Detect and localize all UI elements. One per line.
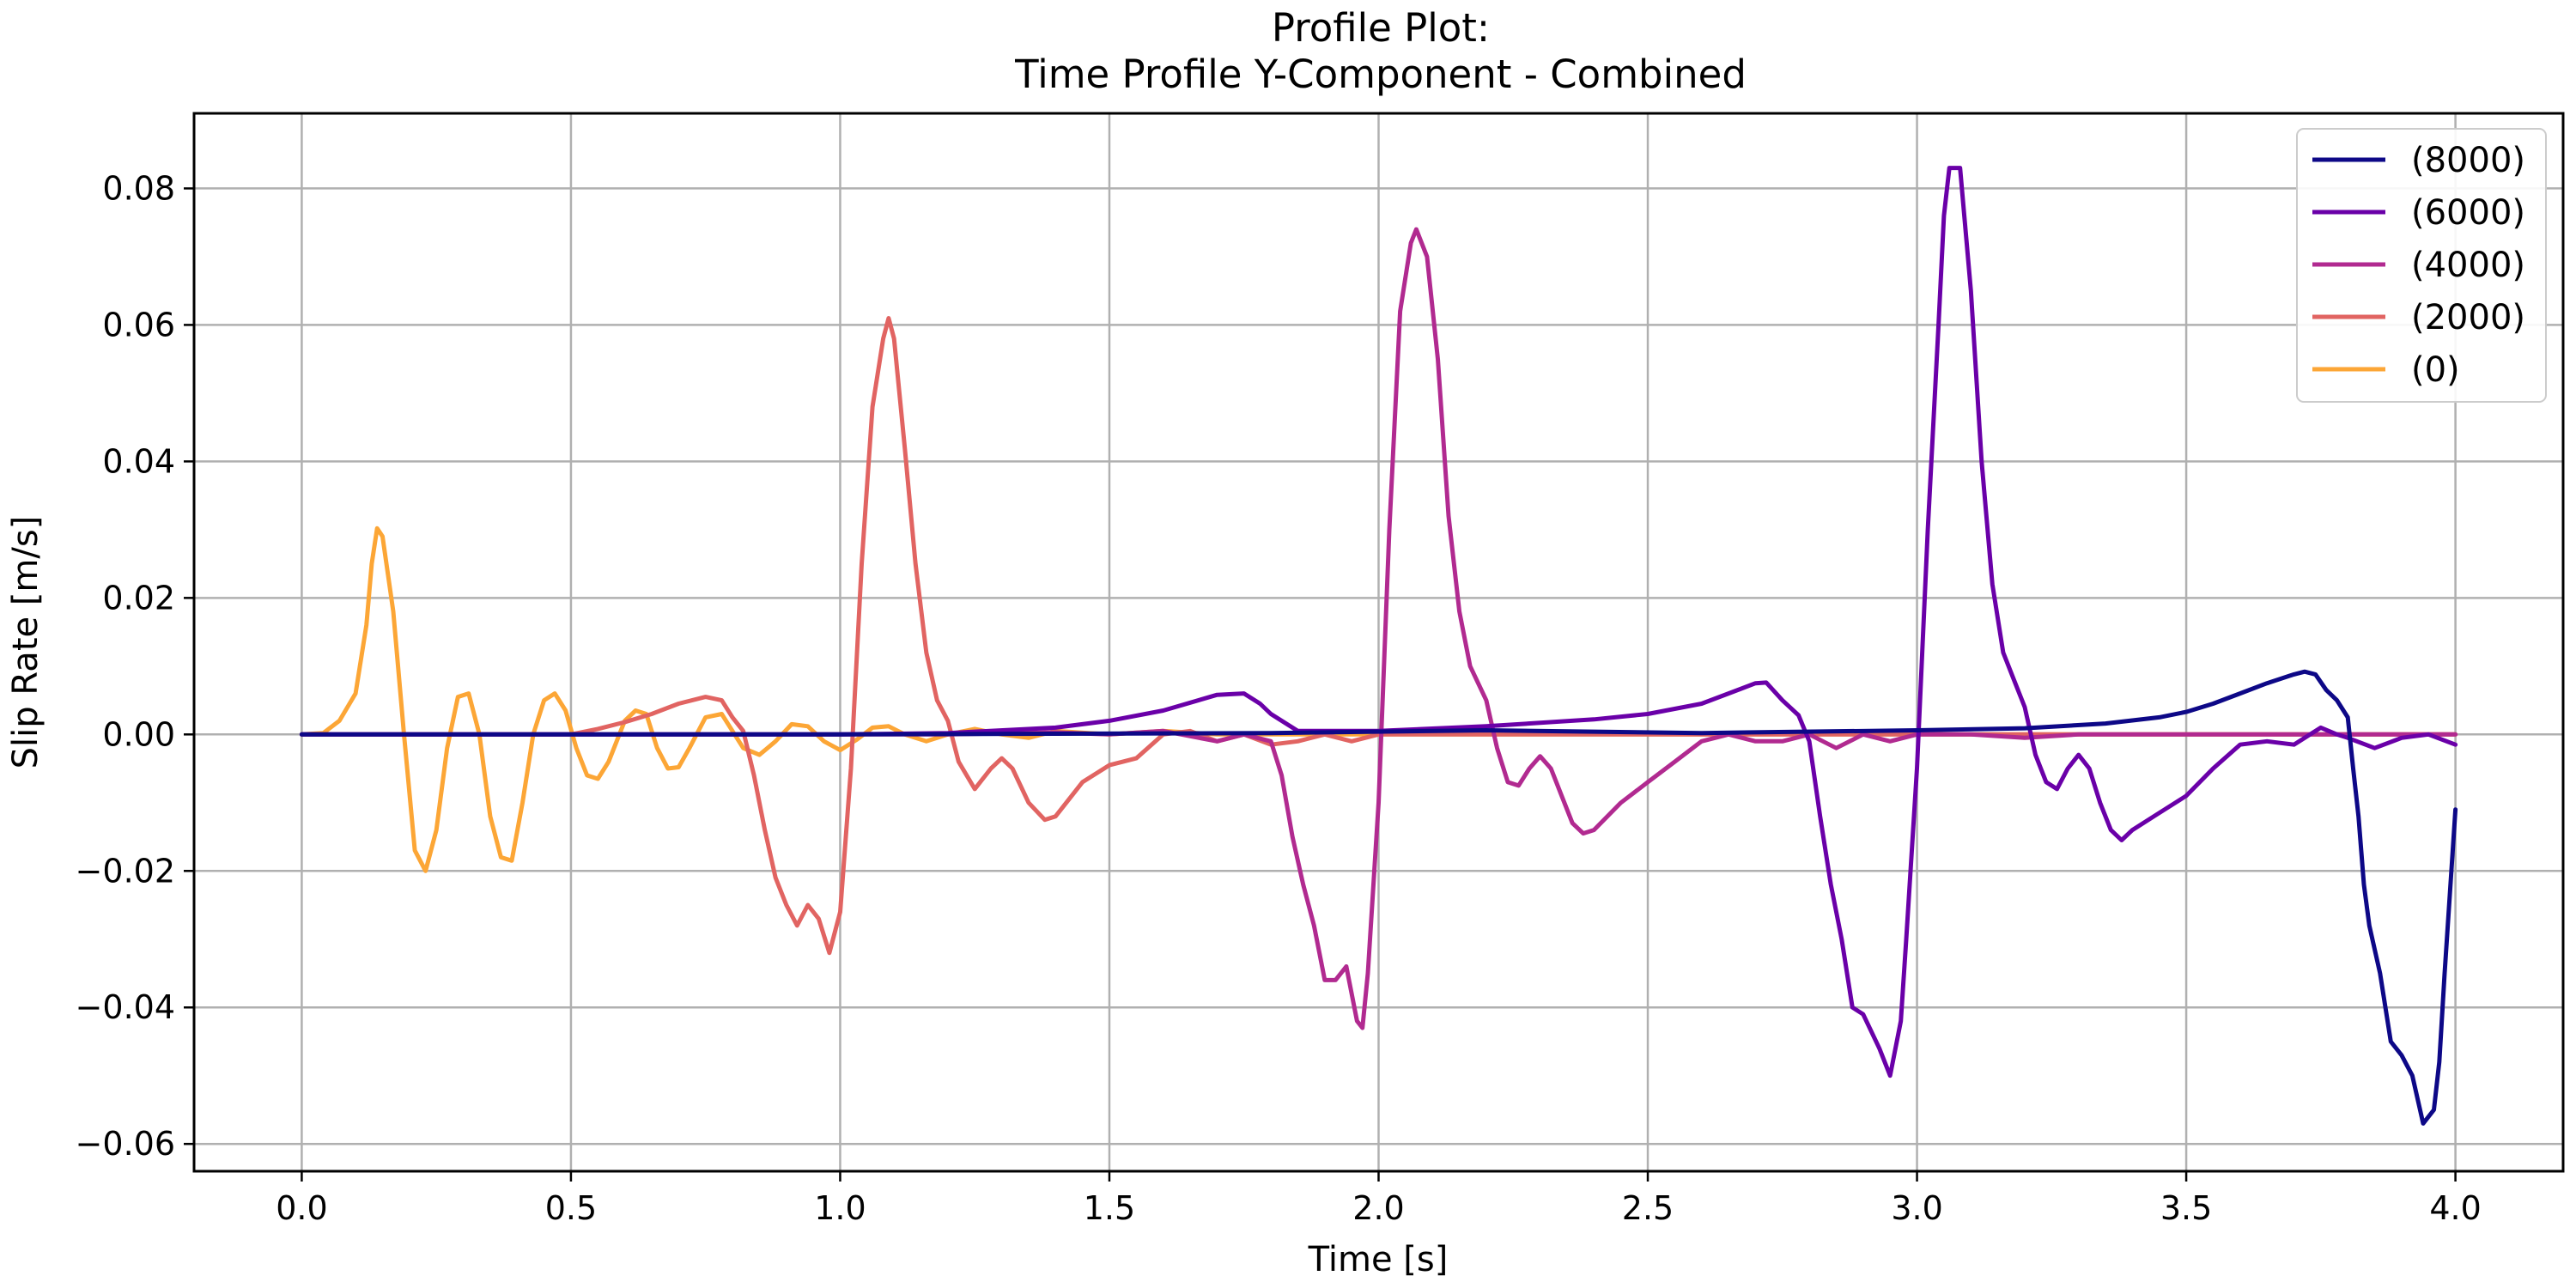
legend: (8000) (6000) (4000) (2000) (0) <box>2296 128 2547 403</box>
series-layer <box>299 166 2458 1126</box>
y-tick-label: −0.04 <box>76 988 175 1026</box>
chart-title: Profile Plot: <box>1272 5 1490 51</box>
legend-box <box>2296 128 2547 403</box>
y-tick-label: 0.02 <box>102 579 175 617</box>
y-tick-label: 0.00 <box>102 715 175 753</box>
x-tick-label: 1.5 <box>1084 1189 1135 1227</box>
x-tick-label: 4.0 <box>2429 1189 2481 1227</box>
chart-subtitle: Time Profile Y-Component - Combined <box>1014 52 1747 97</box>
x-tick-label: 1.0 <box>814 1189 866 1227</box>
y-ticks: −0.06 −0.04 −0.02 0.00 0.02 0.04 0.06 0.08 <box>76 169 194 1163</box>
y-tick-label: −0.06 <box>76 1125 175 1163</box>
x-tick-label: 0.5 <box>545 1189 597 1227</box>
y-tick-label: −0.02 <box>76 852 175 890</box>
legend-label-6000: (6000) <box>2411 193 2525 233</box>
legend-label-4000: (4000) <box>2411 246 2525 285</box>
x-tick-label: 3.0 <box>1891 1189 1942 1227</box>
y-tick-label: 0.06 <box>102 306 175 343</box>
legend-label-8000: (8000) <box>2411 141 2525 180</box>
series-line-4000 <box>299 227 2458 1030</box>
x-tick-label: 2.0 <box>1352 1189 1404 1227</box>
y-axis-label: Slip Rate [m/s] <box>6 516 46 769</box>
x-tick-label: 2.5 <box>1622 1189 1674 1227</box>
x-tick-label: 0.0 <box>276 1189 327 1227</box>
legend-label-2000: (2000) <box>2411 298 2525 337</box>
y-tick-label: 0.04 <box>102 442 175 480</box>
x-axis-label: Time [s] <box>1308 1240 1449 1279</box>
y-tick-label: 0.08 <box>102 169 175 207</box>
x-ticks: 0.0 0.5 1.0 1.5 2.0 2.5 3.0 3.5 4.0 <box>276 1171 2482 1227</box>
legend-label-0: (0) <box>2411 350 2460 390</box>
series-line-8000 <box>299 669 2458 1126</box>
x-tick-label: 3.5 <box>2160 1189 2212 1227</box>
series-line-2000 <box>299 316 2458 956</box>
